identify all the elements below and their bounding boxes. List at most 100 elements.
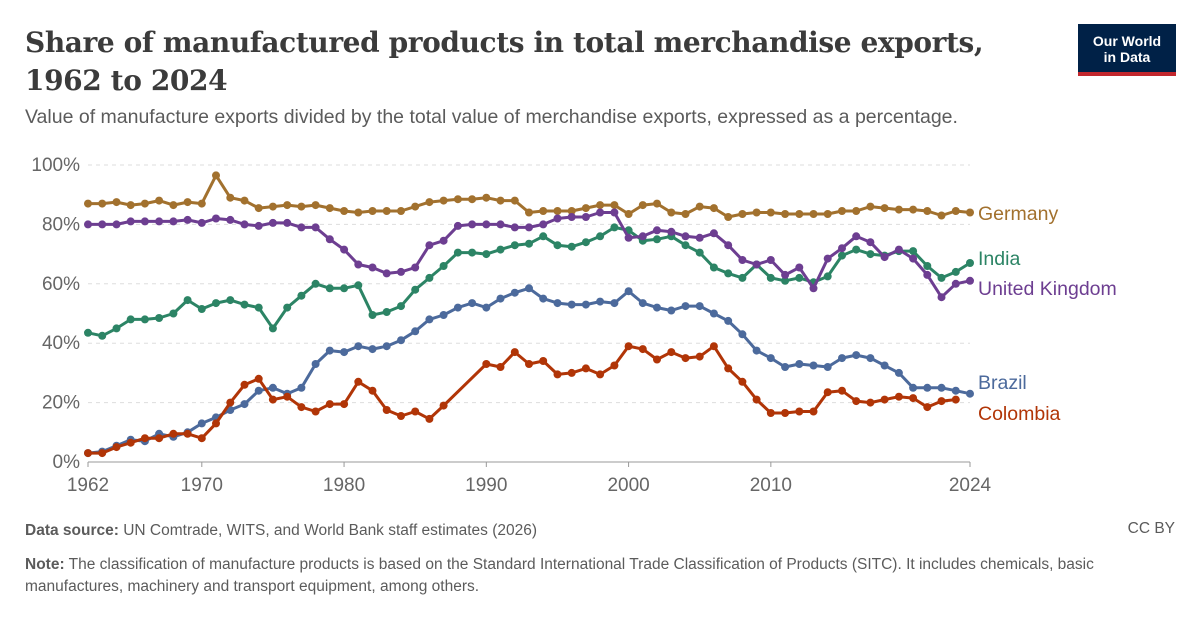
data-point-brazil [724,316,733,325]
data-point-india [354,281,363,290]
note-text: The classification of manufacture produc… [25,556,1094,595]
data-point-united-kingdom [496,220,505,229]
data-point-colombia [126,438,135,447]
data-point-united-kingdom [297,223,306,232]
data-point-brazil [838,354,846,363]
data-point-germany [340,207,349,215]
data-point-india [411,285,420,294]
data-point-brazil [581,300,590,309]
data-point-united-kingdom [951,279,960,288]
data-point-colombia [553,370,562,379]
data-point-germany [254,204,263,213]
data-point-brazil [866,354,875,363]
data-point-colombia [283,392,292,401]
data-point-colombia [610,361,619,370]
data-point-germany [411,202,420,211]
data-point-colombia [681,354,690,363]
data-point-germany [624,210,633,218]
data-point-india [525,239,533,248]
data-point-united-kingdom [880,253,889,262]
data-point-germany [653,199,661,208]
data-point-germany [781,210,790,218]
data-point-united-kingdom [155,217,164,226]
data-point-brazil [653,303,661,312]
data-point-india [937,273,946,282]
data-point-brazil [496,294,505,303]
data-point-brazil [382,342,391,351]
data-point-germany [951,207,960,215]
data-point-brazil [681,302,690,311]
license-link[interactable]: CC BY [1127,520,1175,537]
data-point-united-kingdom [823,254,832,263]
data-point-germany [226,193,235,202]
data-point-india [325,284,334,293]
data-point-brazil [268,383,277,392]
data-point-colombia [226,398,235,407]
data-point-united-kingdom [852,232,861,241]
data-point-colombia [738,377,747,386]
data-point-colombia [112,443,121,452]
series-label-germany: Germany [978,203,1058,225]
data-point-united-kingdom [653,226,661,235]
data-point-colombia [169,429,178,438]
data-point-india [84,328,92,337]
data-point-united-kingdom [624,233,633,242]
data-point-colombia [951,395,960,404]
data-point-united-kingdom [354,260,363,269]
data-point-brazil [695,302,704,311]
data-point-brazil [809,361,818,370]
data-point-india [923,262,932,270]
source-text[interactable]: UN Comtrade, WITS, and World Bank staff … [123,522,537,539]
data-point-united-kingdom [795,263,804,272]
data-point-united-kingdom [567,213,576,221]
data-point-united-kingdom [98,220,107,229]
data-point-brazil [553,299,562,308]
data-point-india [482,250,491,259]
data-point-brazil [254,386,263,395]
data-point-brazil [766,354,775,363]
data-point-united-kingdom [738,256,747,264]
data-point-colombia [510,348,519,357]
data-point-colombia [752,395,761,404]
data-point-united-kingdom [937,293,946,302]
data-point-colombia [525,360,533,368]
data-point-germany [866,202,875,211]
data-point-united-kingdom [923,270,932,279]
data-point-india [468,248,477,257]
data-point-germany [738,210,747,218]
x-tick-label: 2010 [750,475,792,496]
data-point-united-kingdom [510,223,519,232]
data-point-india [738,273,747,282]
data-point-india [297,291,306,300]
data-point-united-kingdom [212,214,220,223]
data-point-united-kingdom [340,245,349,254]
data-point-india [581,238,590,247]
data-point-colombia [667,348,676,357]
data-point-united-kingdom [254,221,263,230]
data-point-india [140,315,149,324]
data-point-brazil [795,360,804,368]
data-point-united-kingdom [397,267,405,276]
data-point-colombia [254,374,263,383]
data-point-brazil [781,363,790,371]
data-point-united-kingdom [667,227,676,236]
data-point-brazil [482,303,491,312]
x-tick-label: 1990 [465,475,507,496]
data-point-united-kingdom [240,220,249,229]
y-tick-label: 0% [53,452,81,473]
data-point-united-kingdom [140,217,149,226]
data-point-india [695,248,704,257]
data-point-united-kingdom [766,256,775,264]
data-point-india [382,308,391,316]
data-point-germany [539,207,548,215]
data-point-germany [439,196,448,205]
data-point-india [155,314,164,322]
data-point-brazil [966,389,974,398]
data-point-brazil [368,345,377,354]
data-point-colombia [368,386,377,395]
data-point-india [240,300,249,309]
y-tick-label: 20% [42,393,80,414]
owid-logo[interactable]: Our World in Data [1078,24,1176,76]
data-point-brazil [880,361,889,370]
data-point-united-kingdom [325,235,334,244]
